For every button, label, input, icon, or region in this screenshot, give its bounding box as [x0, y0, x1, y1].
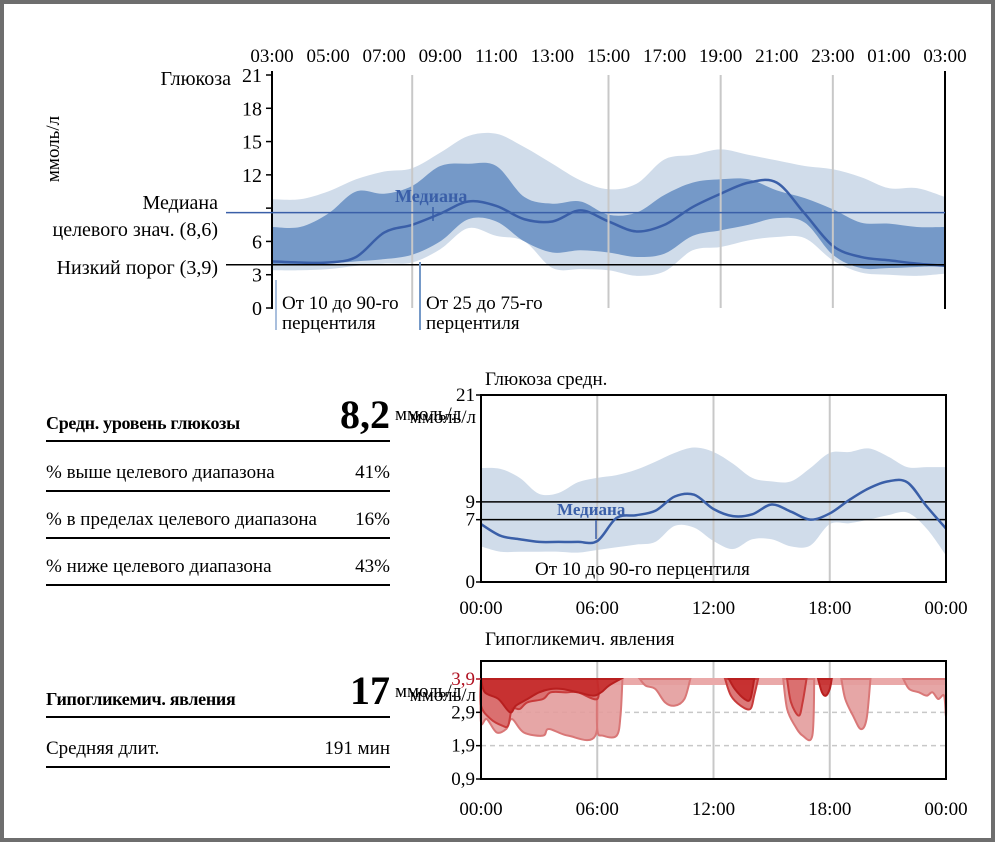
within-range-row: % в пределах целевого диапазона 16% [46, 497, 390, 539]
hypo-event-area [840, 678, 872, 731]
x-tick-label: 19:00 [699, 46, 742, 67]
above-range-label: % выше целевого диапазона [46, 462, 275, 483]
y-tick-label: 7 [466, 510, 476, 531]
x-tick-label: 11:00 [475, 46, 518, 67]
avg-duration-label: Средняя длит. [46, 738, 160, 759]
hypo-event-area [816, 678, 833, 697]
chart-title: Гипогликемич. явления [485, 629, 675, 650]
hypo-events-unit: ммоль/л [395, 681, 462, 702]
below-range-label: % ниже целевого диапазона [46, 556, 272, 577]
hypo-events-label: Гипогликемич. явления [46, 689, 236, 709]
chart-title: Глюкоза средн. [485, 369, 607, 390]
y-axis-unit: ммоль/л [43, 115, 64, 182]
y-tick-label: 3 [252, 265, 262, 287]
low-threshold-label: Низкий порог (3,9) [57, 257, 218, 279]
avg-glucose-value: 8,2 [340, 392, 390, 437]
target-median-label-1: Медиана [143, 192, 219, 214]
x-tick-label: 03:00 [923, 46, 966, 67]
y-tick-label: 12 [242, 165, 262, 187]
x-tick-label: 00:00 [459, 598, 502, 619]
x-tick-label: 07:00 [363, 46, 406, 67]
y-axis-title: Глюкоза [161, 68, 232, 90]
y-tick-label: 15 [242, 132, 262, 154]
avg-duration-value: 191 мин [324, 738, 390, 759]
y-tick-label: 0 [252, 298, 262, 320]
x-tick-label: 21:00 [755, 46, 798, 67]
above-range-row: % выше целевого диапазона 41% [46, 450, 390, 492]
y-tick-label: 21 [456, 385, 475, 406]
hypo-event-area [637, 678, 692, 707]
x-tick-label: 09:00 [419, 46, 462, 67]
y-axis-unit: ммоль/л [410, 407, 477, 428]
p25-75-label-2: перцентиля [426, 313, 520, 334]
x-tick-label: 03:00 [250, 46, 293, 67]
y-tick-label: 2,9 [451, 702, 475, 723]
x-tick-label: 23:00 [811, 46, 854, 67]
target-median-label-2: целевого знач. (8,6) [52, 219, 218, 241]
x-tick-label: 15:00 [587, 46, 630, 67]
avg-duration-row: Средняя длит. 191 мин [46, 726, 390, 768]
p25-75-label-1: От 25 до 75-го [426, 293, 543, 314]
median-annotation: Медиана [395, 186, 467, 206]
x-tick-label: 12:00 [692, 598, 735, 619]
y-tick-label: 6 [252, 231, 262, 253]
report-page: 0 3 6 12 15 18 21 03:00 05:00 07:00 09:00 11:00 13:0… [4, 4, 991, 838]
avg-glucose-unit: ммоль/л [395, 404, 462, 425]
hypo-events-chart: 0,9 1,9 2,9 3,9 00:00 06:00 12:00 18:00 00:00 Гип… [410, 629, 968, 820]
y-tick-label: 0 [466, 572, 476, 593]
above-range-value: 41% [355, 462, 390, 483]
within-range-value: 16% [355, 509, 390, 530]
avg-glucose-label: Средн. уровень глюкозы [46, 413, 240, 433]
y-tick-label: 0,9 [451, 769, 475, 790]
within-range-label: % в пределах целевого диапазона [46, 509, 317, 530]
x-tick-label: 00:00 [924, 799, 967, 820]
daily-glucose-chart: 0 79 21 00:00 06:00 12:00 18:00 00:00 Глюкоза ср… [410, 369, 968, 619]
below-range-value: 43% [355, 556, 390, 577]
x-tick-label: 13:00 [531, 46, 574, 67]
hypo-event-area [901, 678, 948, 717]
hypo-event-area [785, 678, 808, 717]
plot-frame [480, 660, 947, 780]
y-tick-label: 18 [242, 98, 262, 120]
y-tick-label: 3,9 [451, 669, 475, 690]
median-annotation: Медиана [557, 500, 626, 519]
x-tick-label: 06:00 [576, 799, 619, 820]
y-tick-label: 21 [242, 65, 262, 87]
p10-90-label-2: перцентиля [282, 313, 376, 334]
p10-90-label: От 10 до 90-го перцентиля [535, 559, 750, 580]
x-tick-label: 18:00 [808, 598, 851, 619]
hypo-events-value: 17 [350, 668, 390, 713]
hypo-event-area [479, 678, 625, 714]
x-tick-label: 17:00 [643, 46, 686, 67]
hypo-event-area [727, 678, 756, 702]
threshold-band [481, 678, 946, 685]
x-tick-label: 00:00 [924, 598, 967, 619]
y-tick-label: 1,9 [451, 736, 475, 757]
avg-glucose-row: Средн. уровень глюкозы 8,2 [46, 392, 390, 442]
y-tick-label: 9 [466, 492, 476, 513]
below-range-row: % ниже целевого диапазона 43% [46, 544, 390, 586]
plot-frame [480, 394, 947, 583]
hypo-events-row: Гипогликемич. явления 17 [46, 668, 390, 718]
x-tick-label: 06:00 [576, 598, 619, 619]
hypo-event-area [595, 678, 624, 739]
x-tick-label: 12:00 [692, 799, 735, 820]
median-line [480, 478, 947, 545]
x-tick-label: 01:00 [867, 46, 910, 67]
x-tick-label: 18:00 [808, 799, 851, 820]
x-tick-label: 00:00 [459, 799, 502, 820]
y-axis-unit: ммоль/л [410, 685, 477, 706]
p10-90-label-1: От 10 до 90-го [282, 293, 399, 314]
x-tick-label: 05:00 [306, 46, 349, 67]
